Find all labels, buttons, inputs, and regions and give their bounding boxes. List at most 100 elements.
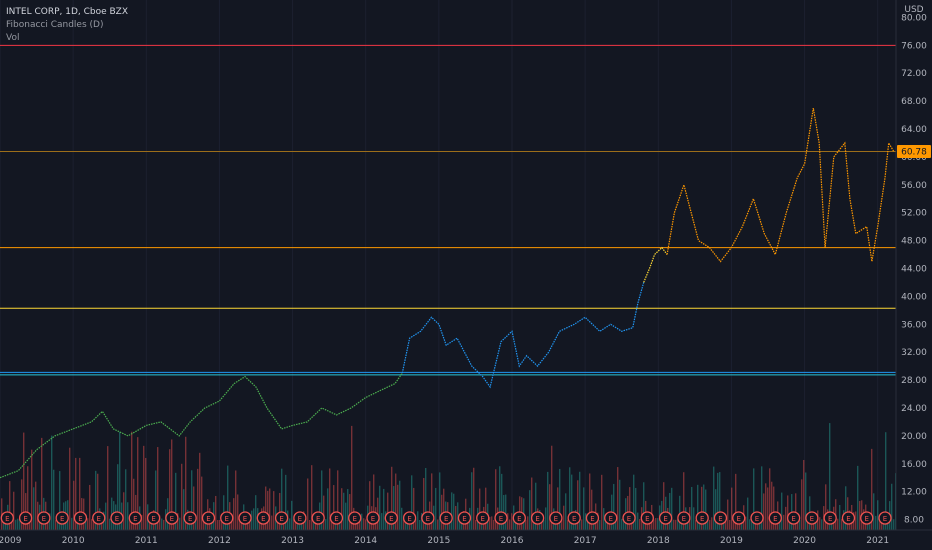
earnings-icon[interactable]	[110, 511, 124, 525]
volume-bar	[473, 467, 475, 530]
volume-bar	[783, 514, 785, 530]
earnings-icon[interactable]	[640, 511, 654, 525]
price-axis-tick-label: 56.00	[901, 181, 927, 191]
earnings-icon[interactable]	[311, 511, 325, 525]
earnings-icon[interactable]	[73, 511, 88, 525]
earnings-icon[interactable]	[878, 511, 892, 525]
earnings-icon-label: E	[115, 515, 119, 523]
earnings-icon[interactable]	[732, 511, 746, 525]
earnings-icon[interactable]	[439, 511, 453, 525]
earnings-icon[interactable]	[805, 511, 819, 525]
symbol-legend[interactable]: INTEL CORP, 1D, Cboe BZX	[6, 7, 128, 17]
earnings-icon[interactable]	[238, 511, 252, 525]
volume-bar	[711, 517, 713, 530]
earnings-icon[interactable]	[713, 511, 728, 525]
volume-bar	[615, 519, 617, 530]
volume-bar	[677, 519, 679, 530]
volume-bar	[405, 519, 407, 530]
price-axis-tick-label: 40.00	[901, 292, 927, 302]
earnings-icon[interactable]	[402, 511, 417, 525]
earnings-icon[interactable]	[421, 511, 435, 525]
volume-legend[interactable]: Vol	[6, 33, 19, 43]
earnings-icon[interactable]	[604, 511, 618, 525]
earnings-icon[interactable]	[348, 511, 362, 525]
earnings-icon[interactable]	[457, 511, 472, 525]
volume-bar	[175, 472, 177, 530]
volume-bar	[407, 519, 409, 530]
earnings-icon[interactable]	[567, 511, 581, 525]
volume-bar	[145, 457, 147, 530]
volume-bar	[31, 449, 33, 530]
earnings-icon[interactable]	[92, 511, 106, 525]
volume-bar	[715, 489, 717, 530]
earnings-icon-label: E	[97, 515, 101, 523]
volume-bar	[587, 516, 589, 530]
earnings-icon[interactable]	[256, 511, 270, 525]
earnings-icon[interactable]	[695, 511, 709, 525]
earnings-icon[interactable]	[494, 511, 508, 525]
earnings-icon[interactable]	[274, 511, 289, 525]
earnings-icon[interactable]	[366, 511, 380, 525]
volume-bar	[85, 515, 87, 530]
volume-bar	[329, 468, 331, 530]
earnings-icon[interactable]	[293, 511, 307, 525]
earnings-icon[interactable]	[860, 511, 874, 525]
volume-bar	[345, 502, 347, 530]
earnings-icon[interactable]	[329, 511, 344, 525]
earnings-icon[interactable]	[658, 511, 673, 525]
volume-bar	[271, 515, 273, 530]
indicator-legend[interactable]: Fibonacci Candles (D)	[6, 20, 103, 30]
volume-bar	[295, 519, 297, 530]
volume-bar	[583, 487, 585, 530]
time-axis-panel[interactable]	[0, 530, 932, 550]
price-axis-tick-label: 64.00	[901, 125, 927, 135]
volume-bar	[639, 519, 641, 530]
earnings-icon[interactable]	[768, 511, 782, 525]
volume-bar	[457, 502, 459, 530]
volume-bar	[619, 479, 621, 530]
earnings-icon[interactable]	[549, 511, 563, 525]
earnings-icon[interactable]	[750, 511, 764, 525]
earnings-icon-label: E	[78, 515, 82, 523]
earnings-icon[interactable]	[384, 511, 398, 525]
earnings-icon[interactable]	[585, 511, 600, 525]
earnings-icon[interactable]	[476, 511, 490, 525]
volume-bar	[713, 466, 715, 530]
price-axis-panel[interactable]	[896, 0, 932, 530]
earnings-icon[interactable]	[0, 511, 14, 525]
volume-bar	[543, 519, 545, 530]
price-axis-tick-label: 32.00	[901, 348, 927, 358]
fibonacci-levels	[0, 44, 896, 376]
earnings-icon[interactable]	[183, 511, 197, 525]
earnings-icon[interactable]	[841, 511, 856, 525]
volume-bar	[673, 519, 675, 530]
earnings-icon[interactable]	[128, 511, 142, 525]
volume-bar	[767, 487, 769, 530]
volume-bar	[527, 516, 529, 530]
earnings-icon-label: E	[133, 515, 137, 523]
earnings-icon[interactable]	[37, 511, 51, 525]
earnings-icon[interactable]	[55, 511, 69, 525]
earnings-icon[interactable]	[512, 511, 526, 525]
earnings-icon[interactable]	[823, 511, 837, 525]
last-price-label: 60.78	[901, 147, 927, 157]
earnings-icon[interactable]	[786, 511, 801, 525]
volume-bar	[801, 479, 803, 530]
volume-bar	[511, 513, 513, 530]
earnings-icon[interactable]	[146, 511, 161, 525]
earnings-icon[interactable]	[201, 511, 216, 525]
earnings-icon[interactable]	[622, 511, 636, 525]
volume-bar	[35, 481, 37, 530]
earnings-icon[interactable]	[165, 511, 179, 525]
volume-bar	[159, 515, 161, 530]
earnings-icon-label: E	[261, 515, 265, 523]
earnings-icon[interactable]	[18, 511, 33, 525]
earnings-icon[interactable]	[220, 511, 234, 525]
volume-bar	[725, 519, 727, 530]
earnings-icon[interactable]	[677, 511, 691, 525]
earnings-icon-label: E	[700, 515, 704, 523]
volume-bar	[105, 502, 107, 530]
earnings-icon[interactable]	[530, 511, 545, 525]
